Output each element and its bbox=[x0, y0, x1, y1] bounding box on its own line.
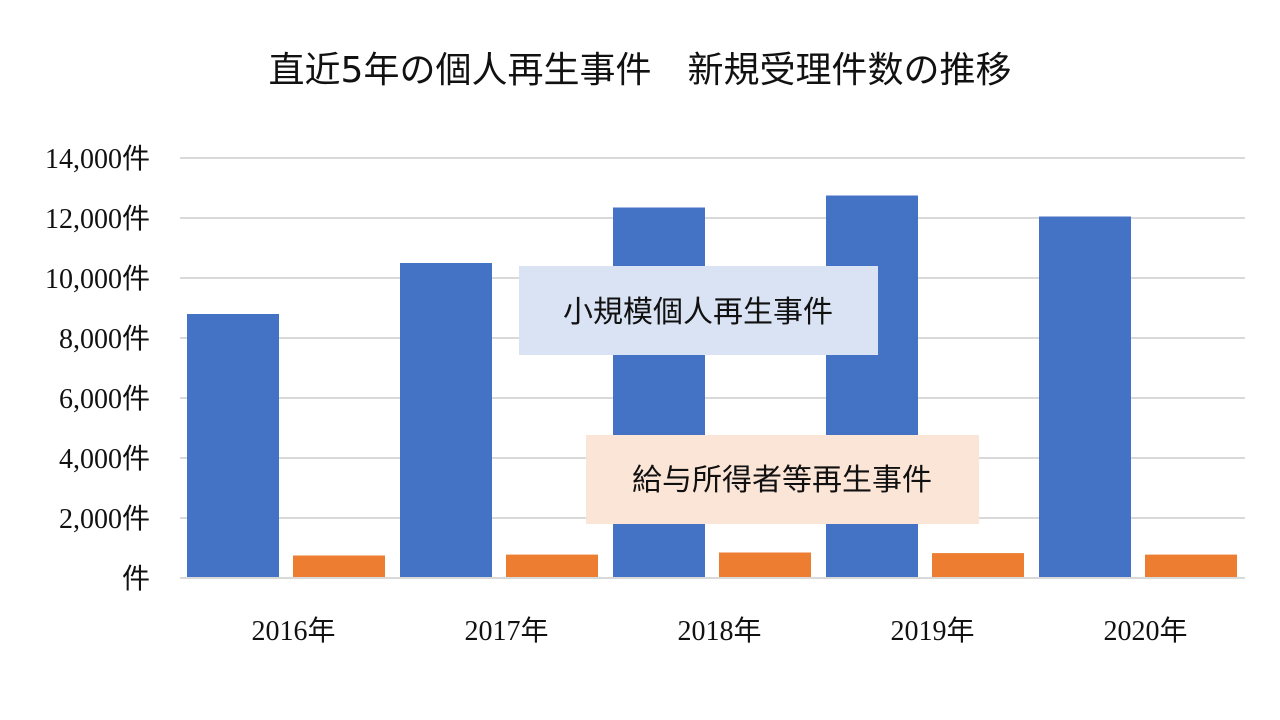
bar-salaried-1 bbox=[506, 554, 598, 578]
x-tick-label: 2017年 bbox=[464, 615, 548, 647]
y-tick-label: 8,000件 bbox=[59, 323, 150, 355]
bar-salaried-3 bbox=[932, 553, 1024, 578]
bar-small-scale-4 bbox=[1039, 216, 1131, 578]
x-tick-label: 2020年 bbox=[1103, 615, 1187, 647]
bar-small-scale-0 bbox=[187, 314, 279, 578]
y-tick-label: 4,000件 bbox=[59, 443, 150, 475]
y-tick-label: 10,000件 bbox=[45, 263, 150, 295]
x-tick-label: 2016年 bbox=[251, 615, 335, 647]
y-tick-label: 2,000件 bbox=[59, 503, 150, 535]
y-axis-ticks: 件 2,000件 4,000件 6,000件 8,000件 10,000件 12,000件 1… bbox=[45, 143, 150, 595]
series-label-box bbox=[519, 266, 878, 355]
y-tick-label: 6,000件 bbox=[59, 383, 150, 415]
series-label: 給与所得者等再生事件 bbox=[632, 463, 932, 498]
y-tick-label: 14,000件 bbox=[45, 143, 150, 175]
y-tick-label: 件 bbox=[122, 563, 150, 595]
bar-small-scale-1 bbox=[400, 263, 492, 578]
y-tick-label: 12,000件 bbox=[45, 203, 150, 235]
chart-title: 直近5年の個人再生事件 新規受理件数の推移 bbox=[269, 50, 1012, 91]
x-tick-label: 2019年 bbox=[890, 615, 974, 647]
series-label-box bbox=[586, 435, 979, 524]
bar-salaried-4 bbox=[1145, 554, 1237, 578]
series-label: 小規模個人再生事件 bbox=[563, 295, 833, 330]
bar-salaried-2 bbox=[719, 552, 811, 578]
x-tick-label: 2018年 bbox=[677, 615, 761, 647]
x-axis-ticks: 2016年 2017年 2018年 2019年 2020年 bbox=[251, 615, 1187, 647]
bar-salaried-0 bbox=[293, 555, 385, 578]
